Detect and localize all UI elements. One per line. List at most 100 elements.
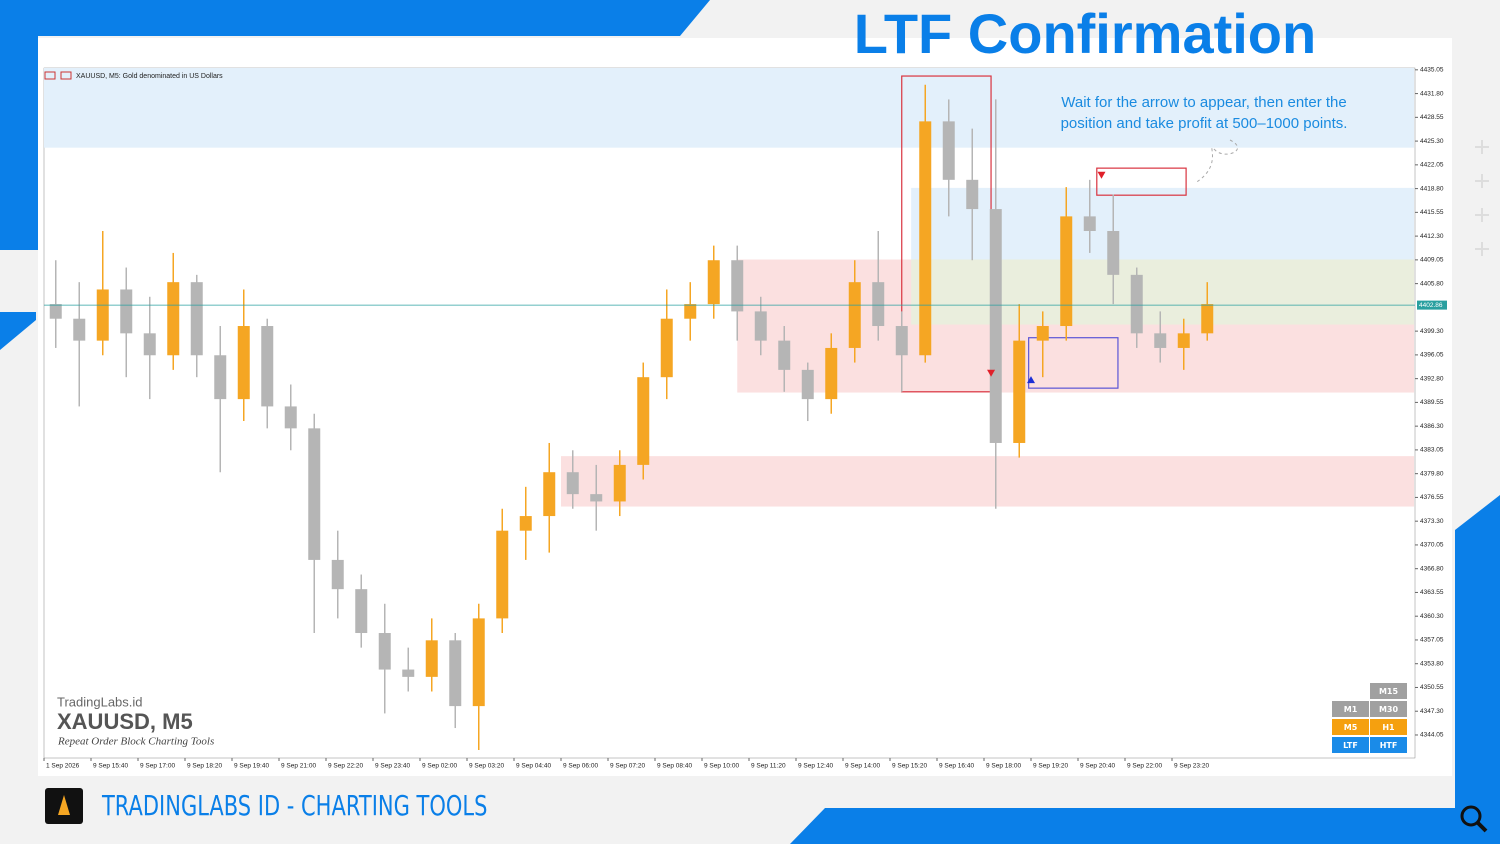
- candle-body: [214, 355, 227, 400]
- x-tick-label: 9 Sep 10:00: [704, 763, 739, 770]
- timeframe-button[interactable]: M30: [1370, 701, 1407, 717]
- candle-body: [1154, 333, 1167, 348]
- candle-body: [895, 326, 908, 356]
- candle-body: [331, 559, 344, 590]
- candle-body: [848, 282, 861, 348]
- y-tick-label: 4370.05: [1420, 542, 1444, 549]
- candle-body: [731, 260, 744, 312]
- candle-body: [284, 406, 297, 429]
- candle-body: [1060, 216, 1073, 327]
- decor-plus: [1475, 140, 1489, 154]
- y-tick-label: 4383.05: [1420, 447, 1444, 454]
- candle-body: [778, 340, 791, 370]
- chart-layer: 4435.05 4431.80 4428.55 4425.30 4422.05 4418.…: [43, 67, 1447, 770]
- annotation: Wait for the arrow to appear, then enter…: [1061, 94, 1346, 111]
- signal-arrow: [1097, 171, 1106, 179]
- y-tick-label: 4379.80: [1420, 470, 1444, 477]
- decor-shape: [790, 495, 1500, 844]
- icon: [44, 71, 56, 80]
- zone: [44, 68, 1415, 148]
- y-tick-label: 4350.55: [1420, 684, 1444, 691]
- logo-mark: [58, 795, 70, 815]
- y-tick-label: 4422.05: [1420, 162, 1444, 169]
- candle-body: [472, 618, 485, 707]
- watermark-site: TradingLabs.id: [57, 694, 143, 709]
- candle-body: [1130, 274, 1143, 334]
- candle-body: [496, 530, 509, 619]
- timeframe-button[interactable]: M5: [1332, 719, 1369, 735]
- zoom-icon[interactable]: [1460, 805, 1482, 827]
- x-tick-label: 9 Sep 20:40: [1080, 763, 1115, 770]
- timeframe-button[interactable]: LTF: [1332, 737, 1369, 753]
- candle-body: [566, 472, 579, 495]
- y-tick-label: 4415.55: [1420, 209, 1444, 216]
- x-tick-label: 9 Sep 16:40: [939, 763, 974, 770]
- x-tick-label: 9 Sep 22:20: [328, 763, 363, 770]
- x-tick-label: 9 Sep 15:20: [892, 763, 927, 770]
- y-tick-label: 4425.30: [1420, 138, 1444, 145]
- candle-body: [919, 121, 932, 356]
- x-tick-label: 9 Sep 06:00: [563, 763, 598, 770]
- timeframe-button[interactable]: HTF: [1370, 737, 1407, 753]
- y-tick-label: 4435.05: [1420, 67, 1444, 74]
- candle-body: [1177, 333, 1190, 348]
- plot-area: [43, 67, 1416, 759]
- x-tick-label: 9 Sep 04:40: [516, 763, 551, 770]
- timeframe-button[interactable]: M1: [1332, 701, 1369, 717]
- y-tick-label: 4396.05: [1420, 352, 1444, 359]
- candle-body: [73, 318, 86, 341]
- current-price-tag: [1417, 300, 1447, 310]
- watermark-symbol: XAUUSD, M5: [57, 709, 193, 734]
- candle-body: [425, 640, 438, 677]
- x-tick-label: 9 Sep 08:40: [657, 763, 692, 770]
- x-tick-label: 9 Sep 17:00: [140, 763, 175, 770]
- y-tick-label: 4392.80: [1420, 375, 1444, 382]
- candle-body: [49, 304, 62, 319]
- y-tick-label: 4344.05: [1420, 732, 1444, 739]
- candle-body: [660, 318, 673, 378]
- candle-body: [120, 289, 133, 334]
- candle-body: [449, 640, 462, 707]
- y-tick-label: 4376.55: [1420, 494, 1444, 501]
- x-tick-label: 9 Sep 23:40: [375, 763, 410, 770]
- candle-body: [308, 428, 321, 560]
- y-tick-label: 4357.05: [1420, 637, 1444, 644]
- candle-body: [613, 464, 626, 502]
- footer-brand: TRADINGLABS ID - CHARTING TOOLS: [101, 789, 487, 822]
- x-tick-label: 9 Sep 19:20: [1033, 763, 1068, 770]
- decor-shape: [0, 0, 710, 250]
- candle-body: [143, 333, 156, 356]
- x-tick-label: 9 Sep 03:20: [469, 763, 504, 770]
- zone: [911, 259, 1415, 325]
- timeframe-button[interactable]: M15: [1370, 683, 1407, 699]
- timeframe-button[interactable]: H1: [1370, 719, 1407, 735]
- y-tick-label: 4363.55: [1420, 589, 1444, 596]
- y-tick-label: 4409.05: [1420, 257, 1444, 264]
- candle-body: [754, 311, 767, 341]
- decor-plus: [1475, 242, 1489, 256]
- candle-body: [543, 472, 556, 517]
- y-tick-label: 4347.30: [1420, 708, 1444, 715]
- decor-shape: [0, 312, 36, 350]
- x-tick-label: 9 Sep 19:40: [234, 763, 269, 770]
- x-tick-label: 9 Sep 21:00: [281, 763, 316, 770]
- zone-outline: [1028, 337, 1119, 389]
- signal-arrow: [987, 369, 996, 377]
- annotation: position and take profit at 500–1000 poi…: [1061, 115, 1348, 132]
- y-tick-label: 4366.80: [1420, 565, 1444, 572]
- candle-body: [96, 289, 109, 341]
- candle-body: [378, 633, 391, 670]
- x-tick-label: 9 Sep 02:00: [422, 763, 457, 770]
- candle-body: [966, 179, 979, 210]
- y-tick-label: 4428.55: [1420, 114, 1444, 121]
- symbol-label: XAUUSD, M5: Gold denominated in US Dolla…: [76, 73, 223, 80]
- candle-body: [942, 121, 955, 180]
- x-tick-label: 9 Sep 11:20: [751, 763, 786, 770]
- x-tick-label: 9 Sep 23:20: [1174, 763, 1209, 770]
- candle-body: [872, 282, 885, 327]
- zone: [561, 456, 1415, 507]
- current-price-label: 4402.86: [1419, 302, 1443, 309]
- y-tick-label: 4360.30: [1420, 613, 1444, 620]
